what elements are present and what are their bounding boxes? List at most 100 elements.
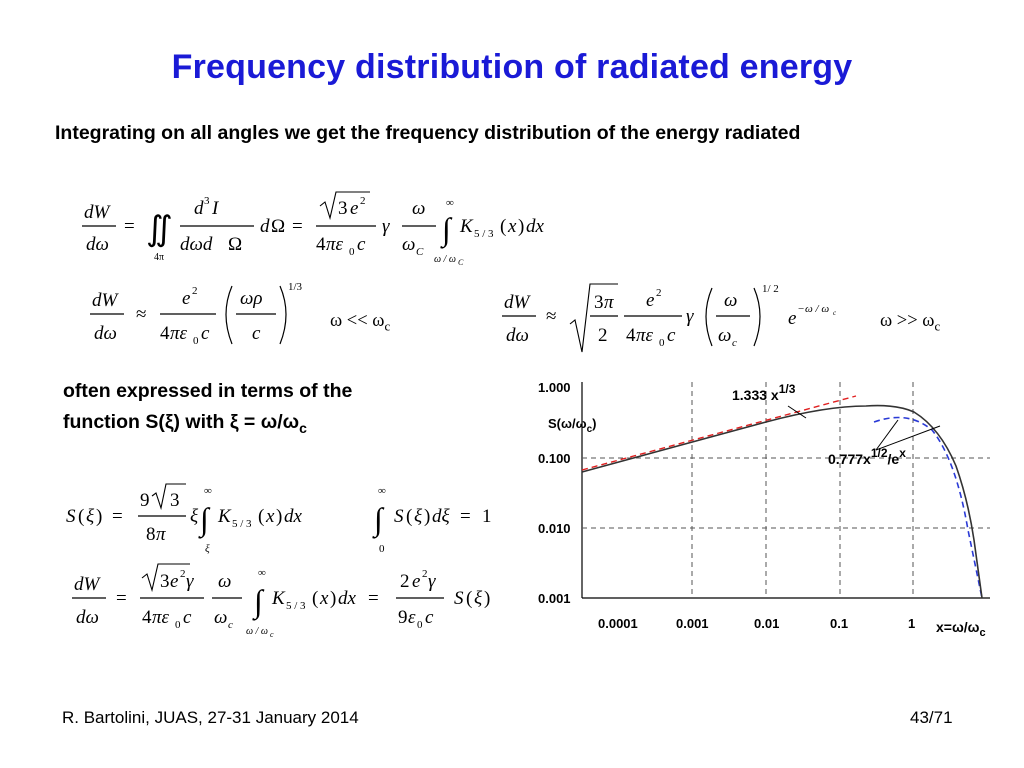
intro-text: Integrating on all angles we get the fre… [55, 122, 801, 144]
x-tick-label: 0.0001 [598, 616, 638, 631]
svg-text:0: 0 [659, 337, 665, 349]
svg-text:4π: 4π [154, 252, 164, 263]
svg-text:1/ 2: 1/ 2 [762, 283, 779, 295]
svg-text:(: ( [312, 588, 318, 609]
svg-text:ω: ω [214, 607, 227, 628]
svg-text:dW: dW [74, 574, 102, 595]
svg-text:2: 2 [180, 568, 186, 580]
svg-text:dW: dW [92, 290, 120, 311]
svg-text:ω: ω [402, 234, 415, 255]
svg-text:γ: γ [686, 306, 694, 327]
svg-text:): ) [330, 588, 336, 609]
svg-text:2: 2 [422, 568, 428, 580]
x-tick-label: 1 [908, 616, 915, 631]
graph-x-ticks: 0.0001 0.001 0.01 0.1 1 [598, 616, 915, 631]
exact-s-curve [581, 404, 983, 599]
svg-text:0: 0 [175, 619, 181, 631]
svg-text:=: = [292, 216, 303, 237]
svg-text:dω: dω [94, 323, 117, 344]
equation-dw-domega-s-xi: dW dω = 3 e 2 γ 4 πε 0 c ω ω c ∞ ∫ ω / ω… [72, 563, 490, 639]
svg-text:=: = [460, 506, 471, 527]
svg-text:ω: ω [412, 198, 425, 219]
svg-text:5 / 3: 5 / 3 [286, 600, 306, 612]
svg-text:d: d [194, 198, 204, 219]
svg-text:=: = [112, 506, 123, 527]
svg-text:dω: dω [86, 234, 109, 255]
svg-text:3: 3 [338, 198, 348, 219]
svg-text:2: 2 [192, 285, 198, 297]
svg-text:9: 9 [140, 490, 150, 511]
eq1-lhs: dW dω [82, 202, 116, 255]
svg-text:3: 3 [204, 195, 210, 207]
svg-text:0: 0 [417, 619, 423, 631]
svg-text:I: I [211, 198, 220, 219]
svg-text:e: e [170, 571, 178, 592]
svg-text:πε: πε [152, 607, 170, 628]
svg-text:1/3: 1/3 [288, 281, 303, 293]
svg-text:4: 4 [316, 234, 326, 255]
svg-text:c: c [732, 337, 737, 349]
y-tick-label: 1.000 [538, 380, 571, 395]
svg-text:πε: πε [636, 325, 654, 346]
svg-text:dx: dx [284, 506, 303, 527]
svg-text:ξ: ξ [205, 543, 210, 555]
svg-text:∞: ∞ [204, 485, 212, 497]
svg-text:2: 2 [656, 287, 662, 299]
graph-y-axis-label: S(ω/ωc) [548, 416, 596, 435]
equation-normalization: ∞ ∫ 0 S ( ξ ) dξ = 1 [372, 485, 492, 555]
x-tick-label: 0.001 [676, 616, 709, 631]
svg-text:0: 0 [349, 246, 355, 258]
x-tick-label: 0.01 [754, 616, 779, 631]
svg-text:x: x [319, 588, 329, 609]
svg-text:ω: ω [718, 325, 731, 346]
svg-text:): ) [424, 506, 430, 527]
svg-text:πε: πε [170, 323, 188, 344]
svg-text:=: = [124, 216, 135, 237]
svg-text:−: − [798, 303, 804, 315]
svg-text:dω: dω [506, 325, 529, 346]
equation-low-frequency: dW dω ≈ e 2 4 πε 0 c ωρ c 1/3 [90, 281, 303, 347]
svg-text:dW: dW [84, 202, 112, 223]
svg-text:∞: ∞ [258, 567, 266, 579]
svg-text:∫: ∫ [198, 501, 211, 539]
svg-text:≈: ≈ [136, 304, 146, 325]
svg-text:c: c [201, 323, 210, 344]
svg-text:(: ( [500, 216, 506, 237]
condition-high: ω >> ωc [880, 311, 941, 334]
svg-text:dωd: dωd [180, 234, 213, 255]
graph-grid [582, 382, 990, 598]
svg-text:(: ( [406, 506, 412, 527]
svg-text:2: 2 [400, 571, 410, 592]
svg-text:c: c [833, 309, 837, 317]
slide-title: Frequency distribution of radiated energ… [171, 48, 853, 86]
svg-text:e: e [350, 198, 358, 219]
synchrotron-function-graph: 1.000 0.100 0.010 0.001 0.0001 0.001 0.0… [536, 370, 996, 646]
equation-dw-domega-full: dW dω = ∬ 4π d 3 I dωd Ω d Ω = 3 e 2 4 π… [82, 191, 545, 267]
svg-text:dx: dx [338, 588, 357, 609]
svg-text:ξ: ξ [414, 506, 423, 527]
svg-text:=: = [116, 588, 127, 609]
svg-text:c: c [667, 325, 676, 346]
svg-text:S: S [394, 506, 404, 527]
svg-text:S: S [454, 588, 464, 609]
graph-y-ticks: 1.000 0.100 0.010 0.001 [538, 380, 571, 606]
svg-text:ω / ω: ω / ω [434, 254, 456, 265]
svg-text:ωρ: ωρ [240, 288, 263, 309]
often-line-2: function S(ξ) with ξ = ω/ωc [63, 411, 307, 436]
svg-text:5 / 3: 5 / 3 [232, 518, 252, 530]
svg-text:∞: ∞ [446, 197, 454, 209]
often-line-1: often expressed in terms of the [63, 380, 353, 402]
svg-text:∬: ∬ [146, 211, 173, 248]
svg-text:2: 2 [598, 325, 608, 346]
svg-text:S: S [66, 506, 76, 527]
svg-text:Ω: Ω [271, 216, 285, 237]
svg-text:5 / 3: 5 / 3 [474, 228, 494, 240]
svg-text:): ) [96, 506, 102, 527]
svg-text:∫: ∫ [440, 211, 453, 249]
graph-x-axis-label: x=ω/ωc [936, 619, 986, 639]
often-expressed-text: often expressed in terms of the function… [63, 376, 463, 444]
svg-text:∫: ∫ [252, 583, 265, 621]
svg-text:∫: ∫ [372, 501, 385, 539]
svg-text:≈: ≈ [546, 306, 556, 327]
svg-text:0: 0 [193, 335, 199, 347]
